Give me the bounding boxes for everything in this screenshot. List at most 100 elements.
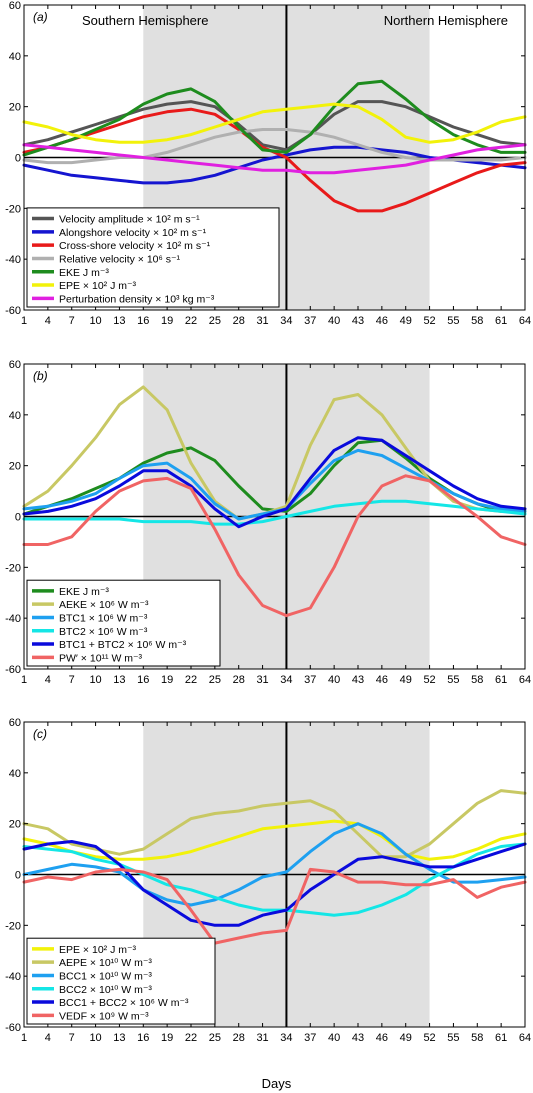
x-tick-label: 34 bbox=[280, 1032, 292, 1044]
series-line-5 bbox=[22, 436, 527, 529]
y-tick-label: 40 bbox=[9, 51, 21, 63]
x-tick-label: 7 bbox=[69, 1032, 75, 1044]
legend-box bbox=[26, 579, 221, 667]
y-tick-label: 20 bbox=[9, 461, 21, 473]
x-tick-label: 43 bbox=[352, 1032, 364, 1044]
y-tick-label: 60 bbox=[9, 359, 21, 371]
x-tick-label: 31 bbox=[256, 674, 268, 686]
legend-entry-label: BTC1 + BTC2 × 10⁶ W m⁻³ bbox=[59, 639, 187, 651]
x-tick-label: 28 bbox=[233, 315, 245, 327]
legend-entry-label: BTC2 × 10⁶ W m⁻³ bbox=[59, 626, 148, 638]
x-tick-label: 1 bbox=[21, 1032, 27, 1044]
y-tick-label: 20 bbox=[9, 102, 21, 114]
x-tick-label: 46 bbox=[376, 1032, 388, 1044]
legend-entry-label: EPE × 10² J m⁻³ bbox=[59, 280, 137, 292]
x-tick-label: 10 bbox=[89, 674, 101, 686]
x-tick-label: 43 bbox=[352, 674, 364, 686]
x-tick-label: 37 bbox=[304, 674, 316, 686]
x-tick-label: 16 bbox=[137, 674, 149, 686]
x-tick-label: 49 bbox=[400, 1032, 412, 1044]
x-tick-label: 55 bbox=[447, 1032, 459, 1044]
y-tick-label: -40 bbox=[5, 613, 21, 625]
x-tick-label: 19 bbox=[161, 315, 173, 327]
panel-2: -60 -40 -20 0 20 40 60 1 4 7 10 13 16 19 22 25 28 31 34 37 4… bbox=[5, 359, 531, 686]
x-tick-label: 16 bbox=[137, 1032, 149, 1044]
x-tick-label: 34 bbox=[280, 674, 292, 686]
series-line-2 bbox=[22, 789, 527, 859]
y-tick-label: 0 bbox=[15, 870, 21, 882]
x-tick-label: 22 bbox=[185, 674, 197, 686]
x-tick-label: 61 bbox=[495, 1032, 507, 1044]
x-tick-label: 25 bbox=[209, 315, 221, 327]
x-tick-label: 58 bbox=[471, 1032, 483, 1044]
x-tick-label: 7 bbox=[69, 315, 75, 327]
x-tick-label: 10 bbox=[89, 1032, 101, 1044]
x-tick-label: 19 bbox=[161, 674, 173, 686]
x-tick-label: 49 bbox=[400, 674, 412, 686]
x-tick-label: 40 bbox=[328, 1032, 340, 1044]
y-tick-label: -60 bbox=[5, 664, 21, 676]
x-tick-label: 64 bbox=[519, 1032, 531, 1044]
y-tick-label: 0 bbox=[15, 153, 21, 165]
legend-entry-label: Alongshore velocity × 10² m s⁻¹ bbox=[59, 227, 207, 239]
series-line-7 bbox=[22, 143, 527, 175]
x-tick-label: 61 bbox=[495, 674, 507, 686]
legend-entry-label: VEDF × 10⁹ W m⁻³ bbox=[59, 1010, 149, 1022]
x-tick-label: 61 bbox=[495, 315, 507, 327]
x-axis-label: Days bbox=[262, 1076, 292, 1091]
legend-entry-label: EPE × 10² J m⁻³ bbox=[59, 944, 137, 956]
x-tick-label: 13 bbox=[113, 1032, 125, 1044]
x-tick-label: 46 bbox=[376, 315, 388, 327]
legend-entry-label: AEPE × 10¹⁰ W m⁻³ bbox=[59, 957, 152, 969]
x-tick-label: 25 bbox=[209, 674, 221, 686]
x-tick-label: 1 bbox=[21, 315, 27, 327]
x-tick-label: 37 bbox=[304, 315, 316, 327]
x-tick-label: 52 bbox=[423, 674, 435, 686]
series-line-4 bbox=[22, 842, 527, 917]
x-tick-label: 49 bbox=[400, 315, 412, 327]
x-tick-label: 46 bbox=[376, 674, 388, 686]
y-tick-label: 40 bbox=[9, 768, 21, 780]
x-tick-label: 55 bbox=[447, 674, 459, 686]
panel-label: (c) bbox=[33, 727, 47, 741]
panel-3: -60 -40 -20 0 20 40 60 1 4 7 10 13 16 19 22 25 28 31 34 37 4… bbox=[5, 717, 531, 1044]
y-tick-label: -40 bbox=[5, 971, 21, 983]
series-line-1 bbox=[22, 100, 527, 152]
x-tick-label: 40 bbox=[328, 674, 340, 686]
x-tick-label: 52 bbox=[423, 1032, 435, 1044]
x-tick-label: 28 bbox=[233, 1032, 245, 1044]
series-line-5 bbox=[22, 79, 527, 157]
x-tick-label: 55 bbox=[447, 315, 459, 327]
y-tick-label: 40 bbox=[9, 410, 21, 422]
legend-entry-label: EKE J m⁻³ bbox=[59, 586, 109, 598]
x-tick-label: 43 bbox=[352, 315, 364, 327]
legend-entry-label: BCC1 × 10¹⁰ W m⁻³ bbox=[59, 970, 152, 982]
series-line-5 bbox=[22, 840, 527, 927]
x-tick-label: 1 bbox=[21, 674, 27, 686]
x-tick-label: 4 bbox=[45, 315, 51, 327]
x-tick-label: 22 bbox=[185, 315, 197, 327]
y-tick-label: -20 bbox=[5, 203, 21, 215]
legend-entry-label: BCC2 × 10¹⁰ W m⁻³ bbox=[59, 984, 152, 996]
legend-box bbox=[26, 937, 216, 1025]
legend-entry-label: PW′ × 10¹¹ W m⁻³ bbox=[59, 652, 143, 664]
x-tick-label: 64 bbox=[519, 315, 531, 327]
y-tick-label: 20 bbox=[9, 819, 21, 831]
series-line-6 bbox=[22, 102, 527, 144]
x-tick-label: 4 bbox=[45, 674, 51, 686]
y-tick-label: 60 bbox=[9, 0, 21, 12]
y-tick-label: -20 bbox=[5, 562, 21, 574]
x-tick-label: 13 bbox=[113, 674, 125, 686]
x-tick-label: 40 bbox=[328, 315, 340, 327]
x-tick-label: 52 bbox=[423, 315, 435, 327]
x-tick-label: 10 bbox=[89, 315, 101, 327]
x-tick-label: 19 bbox=[161, 1032, 173, 1044]
x-tick-label: 28 bbox=[233, 674, 245, 686]
x-tick-label: 34 bbox=[280, 315, 292, 327]
x-tick-label: 58 bbox=[471, 315, 483, 327]
series-line-6 bbox=[22, 474, 527, 618]
series-line-1 bbox=[22, 819, 527, 861]
panel-1: -60 -40 -20 0 20 40 60 1 4 7 10 13 16 19 22 25 28 31 34 37 4… bbox=[5, 0, 531, 327]
x-tick-label: 13 bbox=[113, 315, 125, 327]
